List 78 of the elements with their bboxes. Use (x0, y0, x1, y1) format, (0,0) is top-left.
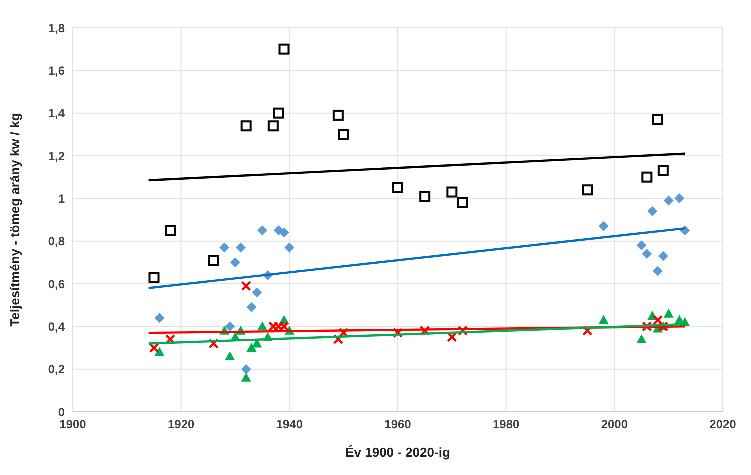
point (664, 308, 674, 318)
x-tick-label: 1980 (492, 418, 520, 432)
y-tick-label: 1,2 (48, 149, 66, 164)
x-tick-label: 2020 (710, 418, 737, 432)
point (332, 110, 344, 121)
y-tick-label: 1,4 (48, 106, 66, 121)
point (420, 326, 430, 336)
y-axis-title: Teljesítmény - tömeg arány kw / kg (8, 113, 23, 327)
point (268, 120, 279, 132)
y-tick-label: 0,8 (48, 234, 66, 249)
point (658, 251, 668, 262)
point (246, 302, 257, 312)
x-axis-title: Év 1900 - 2020-ig (346, 445, 450, 460)
point (338, 328, 349, 338)
x-tick-label: 1900 (60, 418, 87, 432)
x-tick-label: 1940 (276, 418, 304, 432)
point (279, 322, 290, 332)
y-tick-label: 1 (58, 192, 66, 206)
point (273, 108, 284, 119)
point (258, 226, 268, 236)
point (236, 242, 246, 253)
point (279, 228, 290, 238)
point (598, 315, 609, 324)
point (268, 322, 279, 332)
point (241, 372, 252, 382)
point (148, 272, 160, 284)
point (652, 114, 664, 126)
point (284, 242, 295, 253)
point (658, 165, 669, 176)
point (154, 347, 165, 356)
point (274, 322, 284, 332)
point (208, 255, 220, 266)
point (636, 240, 647, 251)
point (392, 328, 404, 338)
point (333, 334, 344, 345)
point (664, 196, 674, 206)
x-tick-label: 1960 (384, 418, 412, 432)
y-tick-label: 0 (58, 405, 66, 420)
point (338, 129, 350, 140)
point (582, 326, 593, 336)
point (674, 194, 685, 204)
point (241, 281, 252, 292)
point (240, 120, 252, 132)
point (653, 266, 663, 276)
point (636, 334, 647, 344)
point (246, 343, 257, 352)
point (165, 225, 176, 236)
point (458, 197, 468, 208)
point (642, 322, 652, 332)
y-tick-label: 1,6 (48, 64, 66, 78)
point (392, 182, 404, 194)
point (225, 352, 236, 361)
point (154, 313, 165, 324)
point (582, 184, 594, 196)
point (458, 326, 468, 336)
point (252, 288, 262, 298)
point (258, 322, 268, 331)
point (642, 249, 652, 260)
point (165, 334, 176, 345)
x-tick-label: 1920 (168, 418, 196, 432)
y-tick-label: 1,8 (48, 21, 66, 36)
y-tick-label: 0,6 (48, 277, 66, 292)
x-tick-label: 2000 (601, 418, 628, 432)
point (420, 191, 431, 202)
point (642, 172, 653, 183)
point (598, 221, 609, 232)
point (652, 315, 664, 326)
point (225, 322, 236, 332)
point (648, 206, 658, 216)
point (241, 364, 252, 374)
point (230, 258, 240, 268)
y-tick-label: 0,4 (48, 320, 66, 334)
point (208, 338, 219, 349)
point (447, 332, 458, 342)
y-tick-label: 0,2 (48, 362, 66, 377)
point (220, 242, 230, 253)
point (278, 44, 290, 55)
point (446, 186, 458, 198)
